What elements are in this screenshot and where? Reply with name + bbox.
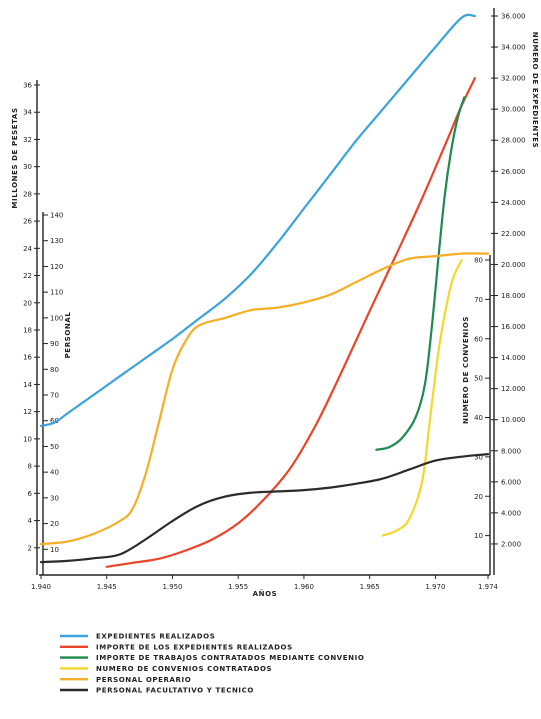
personal-tick-label: 10: [50, 546, 59, 554]
millones-tick-label: 30: [23, 163, 32, 171]
millones-tick-label: 6: [28, 490, 33, 498]
x-tick-label: 1.950: [162, 583, 182, 591]
convenios-tick-label: 40: [474, 414, 483, 422]
series-line-importe-de-trabajos-contratados-mediante-convenio: [375, 96, 466, 451]
expedientes-tick-label: 26.000: [501, 168, 526, 176]
millones-tick-label: 2: [28, 544, 32, 552]
convenios-tick-label: 80: [474, 257, 483, 265]
expedientes-tick-label: 32.000: [501, 75, 526, 83]
personal-tick-label: 80: [50, 366, 59, 374]
x-tick-label: 1.945: [97, 583, 117, 591]
millones-tick-label: 14: [23, 381, 32, 389]
x-tick-label: 1.965: [360, 583, 380, 591]
expedientes-tick-label: 28.000: [501, 137, 526, 145]
personal-tick-label: 50: [50, 443, 59, 451]
millones-tick-label: 8: [28, 463, 32, 471]
personal-tick-label: 100: [50, 314, 63, 322]
personal-tick-label: 110: [50, 289, 63, 297]
personal-tick-label: 140: [50, 212, 63, 220]
expedientes-tick-label: 14.000: [501, 354, 526, 362]
millones-tick-label: 32: [23, 136, 32, 144]
expedientes-tick-label: 24.000: [501, 199, 526, 207]
x-tick-label: 1.940: [31, 583, 51, 591]
millones-tick-label: 28: [23, 190, 32, 198]
millones-tick-label: 34: [23, 109, 32, 117]
series-line-numero-de-convenios-contratados: [381, 258, 463, 537]
personal-tick-label: 60: [50, 417, 59, 425]
convenios-tick-label: 60: [474, 335, 483, 343]
millones-tick-label: 36: [23, 82, 32, 90]
x-tick-label: 1.960: [294, 583, 314, 591]
expedientes-tick-label: 4.000: [501, 509, 521, 517]
personal-tick-label: 130: [50, 237, 63, 245]
expedientes-tick-label: 34.000: [501, 44, 526, 52]
series-line-personal-operario: [39, 252, 490, 546]
convenios-axis-title: NUMERO DE CONVENIOS: [462, 316, 470, 424]
series-line-personal-facultativo-y-tecnico: [39, 453, 490, 564]
millones-axis-title: MILLONES DE PESETAS: [11, 107, 19, 208]
series-line-expedientes-realizados: [39, 13, 476, 427]
personal-tick-label: 30: [50, 494, 59, 502]
legend-label: NUMERO DE CONVENIOS CONTRATADOS: [96, 665, 272, 673]
millones-tick-label: 16: [23, 354, 32, 362]
expedientes-tick-label: 10.000: [501, 416, 526, 424]
millones-tick-label: 22: [23, 272, 32, 280]
millones-tick-label: 24: [23, 245, 32, 253]
convenios-tick-label: 70: [474, 296, 483, 304]
series-line-importe-de-los-expedientes-realizados: [105, 77, 476, 568]
legend-label: IMPORTE DE LOS EXPEDIENTES REALIZADOS: [96, 643, 293, 651]
series-group: [39, 13, 490, 568]
expedientes-axis-title: NUMERO DE EXPEDIENTES: [531, 32, 539, 148]
personal-tick-label: 90: [50, 340, 59, 348]
convenios-tick-label: 10: [474, 532, 483, 540]
personal-tick-label: 20: [50, 520, 59, 528]
x-axis-title: AÑOS: [253, 589, 278, 598]
expedientes-tick-label: 30.000: [501, 106, 526, 114]
legend-label: EXPEDIENTES REALIZADOS: [96, 633, 215, 641]
legend-label: PERSONAL OPERARIO: [96, 676, 191, 684]
personal-tick-label: 120: [50, 263, 63, 271]
personal-axis-title: PERSONAL: [64, 312, 72, 359]
millones-tick-label: 12: [23, 408, 32, 416]
convenios-tick-label: 20: [474, 493, 483, 501]
axes-group: 1.940 1.945 1.950 1.955 1.960 1.965 1.970 1.974…: [11, 8, 539, 598]
expedientes-tick-label: 16.000: [501, 323, 526, 331]
convenios-tick-label: 50: [474, 375, 483, 383]
expedientes-tick-label: 6.000: [501, 478, 521, 486]
expedientes-tick-label: 8.000: [501, 447, 521, 455]
expedientes-tick-label: 12.000: [501, 385, 526, 393]
millones-tick-label: 10: [23, 435, 32, 443]
legend: EXPEDIENTES REALIZADOS IMPORTE DE LOS EXP…: [60, 633, 364, 695]
personal-tick-label: 40: [50, 469, 59, 477]
millones-tick-label: 18: [23, 327, 32, 335]
expedientes-tick-label: 36.000: [501, 13, 526, 21]
legend-label: IMPORTE DE TRABAJOS CONTRATADOS MEDIANTE…: [96, 654, 364, 662]
legend-label: PERSONAL FACULTATIVO Y TECNICO: [96, 687, 254, 695]
millones-tick-label: 4: [28, 517, 33, 525]
personal-tick-label: 70: [50, 392, 59, 400]
millones-tick-label: 20: [23, 299, 32, 307]
expedientes-tick-label: 20.000: [501, 261, 526, 269]
millones-tick-label: 26: [23, 218, 32, 226]
convenios-tick-label: 30: [474, 453, 483, 461]
expedientes-tick-label: 18.000: [501, 292, 526, 300]
x-tick-label: 1.970: [425, 583, 445, 591]
expedientes-tick-label: 22.000: [501, 230, 526, 238]
x-tick-label: 1.955: [228, 583, 248, 591]
expedientes-tick-label: 2.000: [501, 540, 521, 548]
x-tick-label: 1.974: [478, 583, 499, 591]
